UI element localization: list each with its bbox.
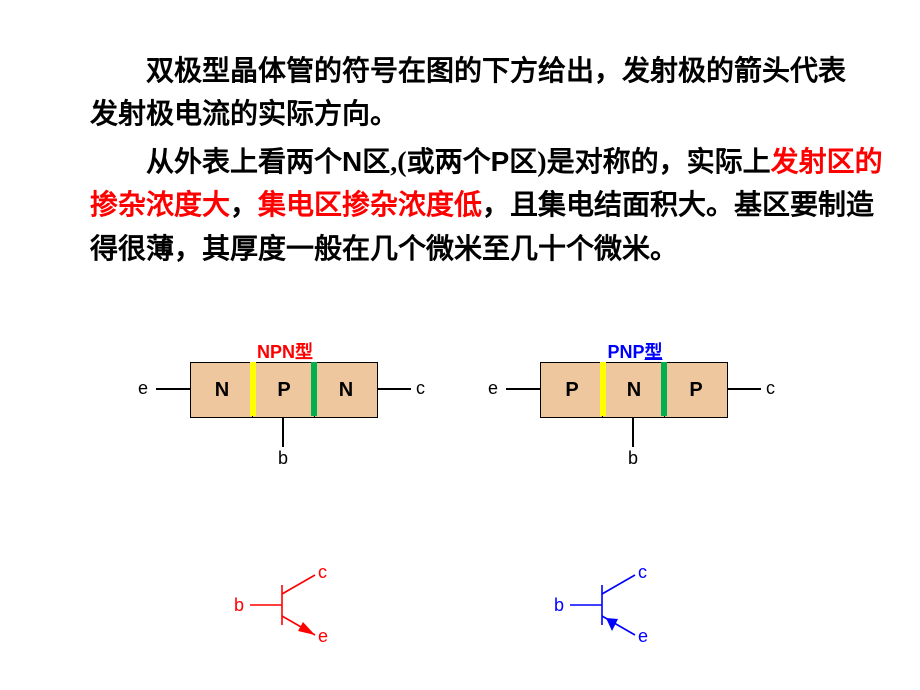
npn-sym-e: e	[318, 626, 328, 647]
npn-term-b: b	[278, 448, 288, 469]
pnp-junction-eb	[600, 362, 606, 416]
pnp-sym-c: c	[638, 562, 647, 583]
pnp-title: PNP型	[575, 338, 695, 364]
npn-term-c: c	[416, 378, 425, 399]
pnp-sym-e: e	[638, 626, 648, 647]
paragraph-1: 双极型晶体管的符号在图的下方给出，发射极的箭头代表发射极电流的实际方向。	[90, 50, 870, 137]
pnp-symbol-svg	[560, 560, 670, 650]
p1-text: 双极型晶体管的符号在图的下方给出，发射极的箭头代表发射极电流的实际方向。	[90, 50, 870, 137]
symbol-row: b c e b c e	[0, 560, 920, 680]
pnp-term-b: b	[628, 448, 638, 469]
paragraph-2: 从外表上看两个N区,(或两个P区)是对称的，实际上发射区的掺杂浓度大，集电区掺杂…	[90, 140, 890, 271]
pnp-region-1: P	[540, 362, 604, 418]
npn-symbol-svg	[240, 560, 350, 650]
npn-lead-e	[156, 388, 190, 390]
npn-lead-c	[377, 388, 411, 390]
pnp-lead-b	[632, 417, 634, 447]
diagram-row: NPN型 N P N e c b PNP型 P N P e c b	[0, 330, 920, 560]
pnp-region-3: P	[664, 362, 728, 418]
npn-term-e: e	[138, 378, 148, 399]
npn-sym-c: c	[318, 562, 327, 583]
p2-t4: ，	[230, 190, 258, 221]
p2-red2: 集电区掺杂浓度低	[258, 190, 482, 221]
p2-t2: 区,(或两个	[362, 147, 490, 178]
p2-t1: 从外表上看两个	[146, 147, 342, 178]
pnp-term-e: e	[488, 378, 498, 399]
npn-title: NPN型	[225, 338, 345, 364]
pnp-term-c: c	[766, 378, 775, 399]
pnp-region-2: N	[602, 362, 666, 418]
npn-region-3: N	[314, 362, 378, 418]
pnp-sym-b: b	[554, 595, 564, 616]
pnp-title-suffix: 型	[645, 342, 663, 362]
npn-junction-bc	[311, 362, 317, 416]
pnp-symbol: b c e	[560, 560, 670, 655]
npn-junction-eb	[250, 362, 256, 416]
npn-lead-b	[282, 417, 284, 447]
npn-title-text: NPN	[257, 342, 295, 362]
p2-t3: 区)是对称的，实际上	[509, 147, 770, 178]
pnp-lead-c	[727, 388, 761, 390]
p2-b2: P	[491, 146, 510, 177]
pnp-junction-bc	[661, 362, 667, 416]
npn-title-suffix: 型	[295, 342, 313, 362]
p2-b1: N	[342, 146, 362, 177]
npn-region-1: N	[190, 362, 254, 418]
npn-symbol: b c e	[240, 560, 350, 655]
npn-region-2: P	[252, 362, 316, 418]
pnp-title-text: PNP	[607, 342, 644, 362]
npn-sym-b: b	[234, 595, 244, 616]
pnp-lead-e	[506, 388, 540, 390]
